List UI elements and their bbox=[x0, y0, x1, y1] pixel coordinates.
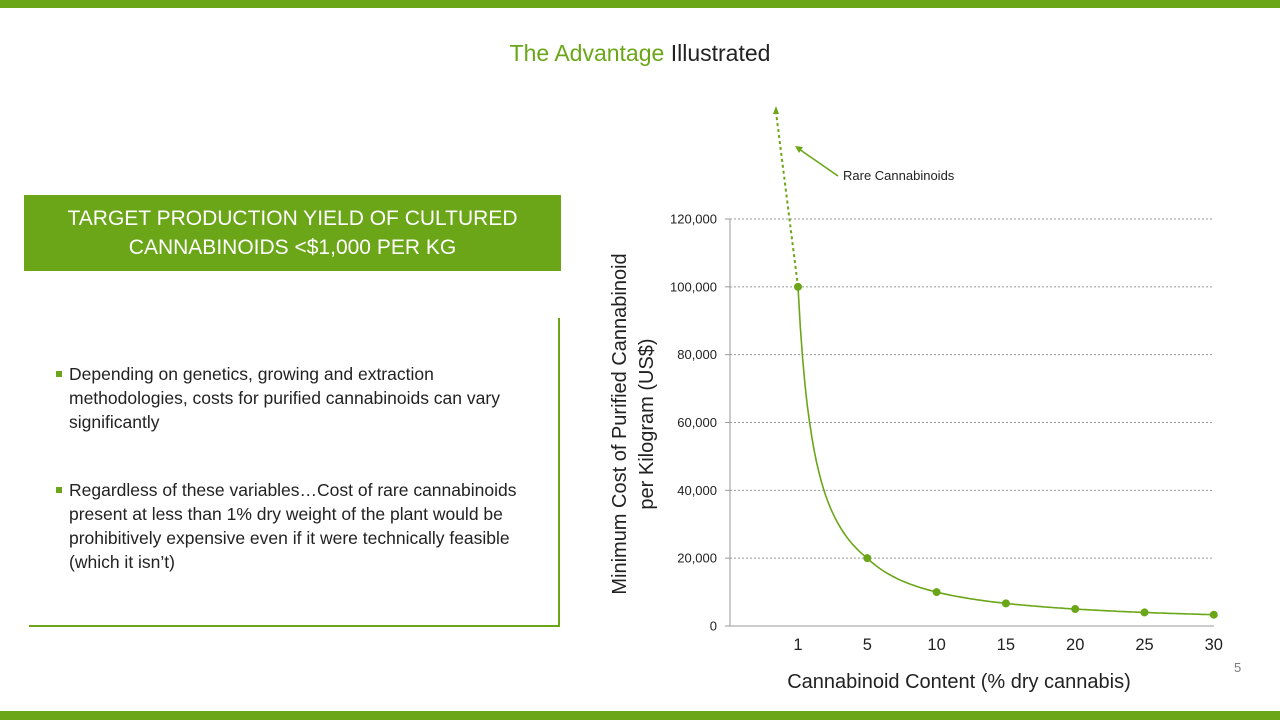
y-tick-label: 20,000 bbox=[677, 551, 717, 566]
banner-line-1: TARGET PRODUCTION YIELD OF CULTURED bbox=[67, 207, 518, 230]
bullet-marker-icon bbox=[56, 487, 62, 493]
slide-title: The Advantage Illustrated bbox=[0, 40, 1280, 67]
y-tick-label: 0 bbox=[710, 619, 717, 634]
y-axis-ticks: 0 20,000 40,000 60,000 80,000 100,000 120,000 bbox=[670, 212, 730, 634]
data-point bbox=[1209, 610, 1218, 619]
x-tick-label: 20 bbox=[1066, 636, 1084, 654]
cost-curve-chart: 020,00040,00060,00080,000100,000120,000 … bbox=[609, 106, 1223, 693]
title-rest: Illustrated bbox=[670, 40, 771, 66]
data-point bbox=[794, 282, 802, 291]
annotation-arrow bbox=[773, 106, 839, 177]
x-tick-label: 5 bbox=[863, 636, 872, 654]
x-tick-label: 30 bbox=[1205, 636, 1223, 654]
data-point bbox=[1001, 599, 1010, 608]
y-axis-label-line-1: Minimum Cost of Purified Cannabinoid bbox=[609, 253, 631, 594]
data-point bbox=[1140, 608, 1149, 617]
x-tick-label: 10 bbox=[927, 636, 945, 654]
text-frame-right-border bbox=[558, 318, 560, 627]
bullet-marker-icon bbox=[56, 371, 62, 377]
bullet-text: Regardless of these variables…Cost of ra… bbox=[69, 480, 517, 572]
target-yield-banner: TARGET PRODUCTION YIELD OF CULTURED CANN… bbox=[24, 195, 561, 271]
y-axis-label: Minimum Cost of Purified Cannabinoid per… bbox=[609, 253, 658, 594]
x-axis-ticks: 1 5 10 15 20 25 30 bbox=[793, 636, 1223, 654]
page-number: 5 bbox=[1234, 660, 1242, 675]
title-accent: The Advantage bbox=[509, 40, 665, 66]
banner-line-2: CANNABINOIDS <$1,000 PER KG bbox=[128, 236, 457, 259]
y-tick-label: 120,000 bbox=[670, 212, 717, 227]
text-frame-bottom-border bbox=[29, 625, 560, 627]
annotation-arrow-line bbox=[798, 148, 839, 177]
x-tick-label: 25 bbox=[1135, 636, 1153, 654]
data-point bbox=[863, 554, 872, 563]
y-tick-label: 80,000 bbox=[677, 347, 717, 362]
top-accent-bar bbox=[0, 0, 1280, 8]
chart-gridlines bbox=[730, 218, 1214, 627]
bullet-text: Depending on genetics, growing and extra… bbox=[69, 364, 500, 432]
x-tick-label: 1 bbox=[793, 636, 802, 654]
x-axis-label: Cannabinoid Content (% dry cannabis) bbox=[787, 671, 1131, 693]
annotation-arrowhead-icon bbox=[795, 146, 803, 153]
bottom-accent-bar bbox=[0, 711, 1280, 720]
bullet-item: Regardless of these variables…Cost of ra… bbox=[56, 478, 536, 574]
y-axis-label-line-2: per Kilogram (US$) bbox=[636, 338, 658, 509]
extension-arrowhead-icon bbox=[773, 106, 779, 114]
y-tick-label: 60,000 bbox=[677, 415, 717, 430]
annotation-label: Rare Cannabinoids bbox=[843, 168, 955, 183]
bullet-item: Depending on genetics, growing and extra… bbox=[56, 362, 536, 434]
cost-curve-line bbox=[797, 286, 1214, 616]
y-tick-label: 100,000 bbox=[670, 279, 717, 294]
y-tick-label: 40,000 bbox=[677, 483, 717, 498]
x-tick-label: 15 bbox=[997, 636, 1015, 654]
data-points bbox=[794, 282, 1218, 619]
data-point bbox=[1071, 605, 1080, 614]
data-point bbox=[932, 588, 941, 597]
dotted-extension-line bbox=[775, 111, 799, 287]
